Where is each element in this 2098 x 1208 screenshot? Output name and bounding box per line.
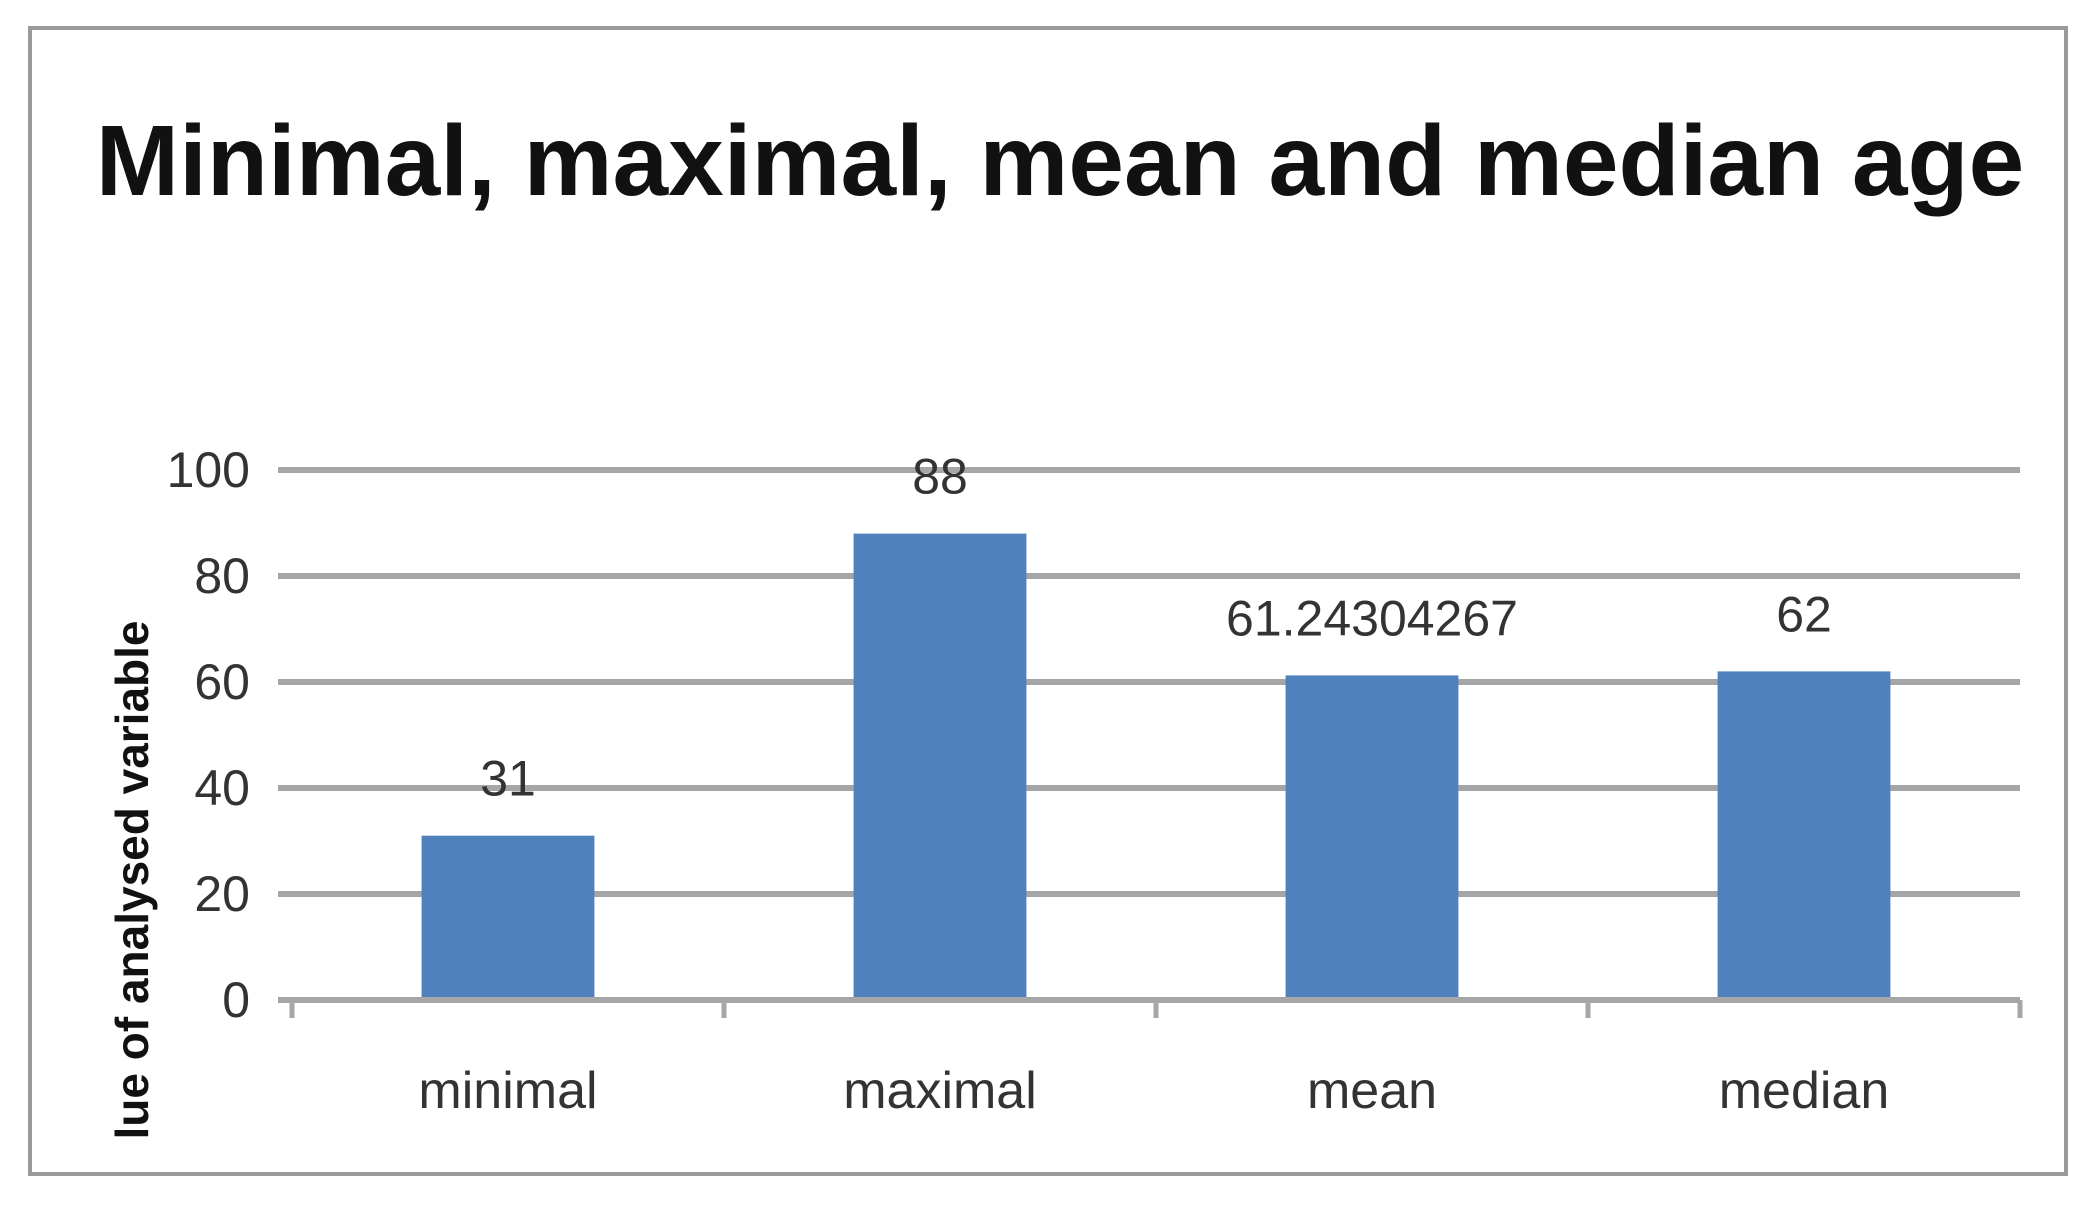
y-tick-labels: 0 20 40 60 80 100 bbox=[167, 442, 250, 1028]
x-category-label: minimal bbox=[418, 1062, 597, 1120]
bar-maximal bbox=[853, 533, 1027, 1000]
x-axis bbox=[278, 997, 2023, 1018]
y-tick-label: 20 bbox=[194, 866, 250, 922]
data-label: 31 bbox=[480, 751, 536, 807]
data-label: 62 bbox=[1776, 586, 1832, 642]
y-tick-label: 40 bbox=[194, 760, 250, 816]
y-tick-label: 0 bbox=[222, 972, 250, 1028]
y-axis-label: lue of analysed variable bbox=[106, 620, 158, 1139]
chart-title: Minimal, maximal, mean and median age bbox=[96, 105, 2024, 217]
y-tick-label: 100 bbox=[167, 442, 250, 498]
y-tick-label: 60 bbox=[194, 654, 250, 710]
bar-mean bbox=[1285, 675, 1459, 1000]
y-tick-label: 80 bbox=[194, 548, 250, 604]
data-label: 88 bbox=[912, 449, 968, 505]
data-labels: 31 88 61.24304267 62 bbox=[480, 449, 1832, 807]
bar-minimal bbox=[421, 835, 595, 1000]
x-category-label: mean bbox=[1307, 1062, 1437, 1120]
x-category-label: median bbox=[1719, 1062, 1890, 1120]
bars bbox=[421, 533, 1891, 1000]
x-category-label: maximal bbox=[843, 1062, 1037, 1120]
bar-median bbox=[1717, 671, 1891, 1000]
x-category-labels: minimal maximal mean median bbox=[418, 1062, 1889, 1120]
data-label: 61.24304267 bbox=[1226, 590, 1518, 646]
